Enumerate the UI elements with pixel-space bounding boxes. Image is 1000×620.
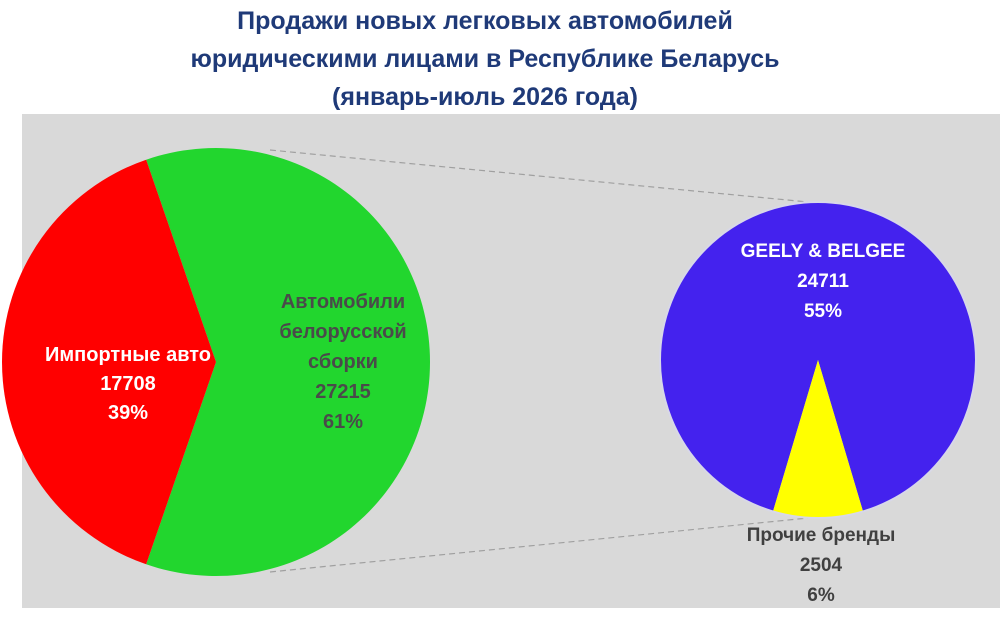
main-pie <box>2 148 431 576</box>
label-geely-belgee-line-2: 24711 <box>797 271 849 292</box>
label-geely-belgee-line-1: GEELY & BELGEE <box>741 241 906 262</box>
label-geely-belgee-line-3: 55% <box>804 301 842 322</box>
pie-slice-belarus-assembly <box>146 148 431 576</box>
chart-title-line-1: Продажи новых легковых автомобилей <box>237 7 733 35</box>
data-labels: Импортные авто 17708 39% Автомобили белорусс… <box>45 241 905 606</box>
label-imports-line-2: 17708 <box>100 373 156 395</box>
pie-slice-other-brands <box>772 360 864 518</box>
chart-title-line-2: юридическими лицами в Республике Беларус… <box>190 45 780 73</box>
label-imports-line-1: Импортные авто <box>45 344 211 366</box>
label-belarus-assembly-line-1: Автомобили <box>281 291 405 313</box>
label-imports-line-3: 39% <box>108 402 148 424</box>
pie-slice-imports <box>2 159 216 565</box>
label-belarus-assembly-line-4: 27215 <box>315 381 371 403</box>
label-belarus-assembly-line-3: сборки <box>308 351 378 373</box>
secondary-pie-outline <box>659 201 977 519</box>
chart-title-line-3: (январь-июль 2026 года) <box>332 83 638 111</box>
label-other-brands-line-1: Прочие бренды <box>747 525 896 546</box>
label-other-brands-line-3: 6% <box>807 585 835 606</box>
pie-slice-geely-belgee <box>660 202 977 512</box>
connector-line-top <box>269 149 809 203</box>
label-belarus-assembly-line-5: 61% <box>323 411 363 433</box>
label-belarus-assembly-line-2: белорусской <box>279 321 406 343</box>
secondary-pie <box>659 201 977 519</box>
chart-title: Продажи новых легковых автомобилей юриди… <box>0 2 970 116</box>
connector-line-bottom <box>269 517 809 573</box>
label-other-brands-line-2: 2504 <box>800 555 843 576</box>
